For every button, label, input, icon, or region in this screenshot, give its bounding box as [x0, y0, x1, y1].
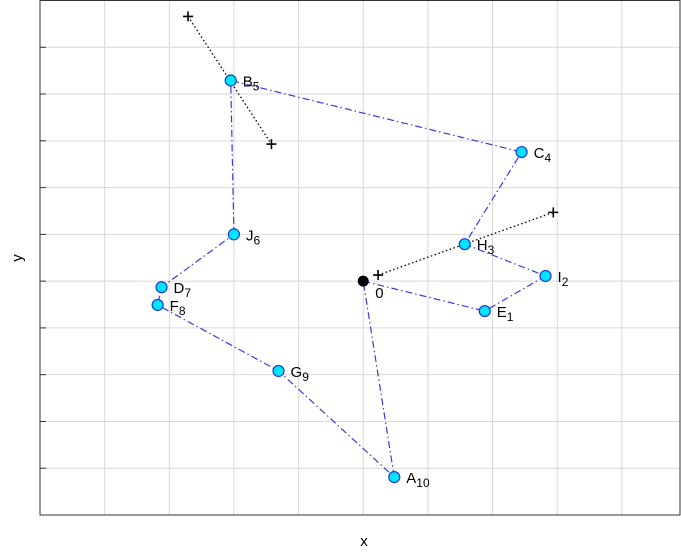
stop-name: A	[406, 470, 416, 487]
stop-name: G	[291, 364, 303, 381]
stop-label: G9	[291, 364, 310, 384]
stop-subscript: 3	[488, 243, 495, 257]
stop-label: A10	[406, 470, 430, 490]
plus-marker	[266, 139, 277, 150]
stop-marker	[458, 238, 471, 251]
stop-subscript: 9	[302, 370, 309, 384]
stop-marker	[224, 74, 237, 87]
stop-name: F	[170, 298, 179, 315]
depot-label: 0	[375, 285, 383, 302]
stop-subscript: 1	[507, 310, 514, 324]
stop-name: E	[497, 304, 507, 321]
stop-label: E1	[497, 304, 514, 324]
stop-subscript: 2	[562, 275, 569, 289]
stop-label: H3	[477, 237, 495, 257]
stop-label: I2	[558, 269, 569, 289]
stop-marker	[388, 471, 401, 484]
stop-name: J	[246, 227, 254, 244]
plus-marker	[548, 207, 559, 218]
stop-marker	[151, 298, 164, 312]
stop-label: B5	[243, 73, 260, 93]
y-axis-label: y	[9, 254, 26, 262]
stop-name: D	[174, 280, 185, 297]
plus-marker	[183, 11, 194, 22]
stop-name: B	[243, 73, 253, 90]
stop-name: C	[534, 145, 545, 162]
depot-marker	[357, 275, 369, 287]
stop-name: I	[558, 269, 562, 286]
stop-subscript: 7	[184, 286, 191, 300]
stop-subscript: 6	[253, 233, 260, 247]
stop-label: D7	[174, 280, 192, 300]
stop-marker	[155, 281, 168, 294]
plot-frame	[39, 0, 681, 516]
stop-subscript: 4	[544, 151, 551, 165]
x-axis-label: x	[360, 533, 368, 550]
stop-name: H	[477, 237, 488, 254]
stop-marker	[515, 145, 528, 159]
stop-subscript: 10	[416, 476, 430, 490]
route-line	[156, 79, 547, 479]
stop-label: F8	[170, 298, 186, 318]
stop-marker	[539, 269, 552, 283]
stop-subscript: 5	[253, 79, 260, 93]
stop-label: C4	[534, 145, 552, 165]
plus-marker	[373, 270, 384, 281]
stop-marker	[272, 364, 285, 378]
stop-marker	[227, 228, 241, 241]
stop-marker	[478, 304, 491, 318]
stop-label: J6	[246, 227, 261, 247]
stop-subscript: 8	[179, 304, 186, 318]
